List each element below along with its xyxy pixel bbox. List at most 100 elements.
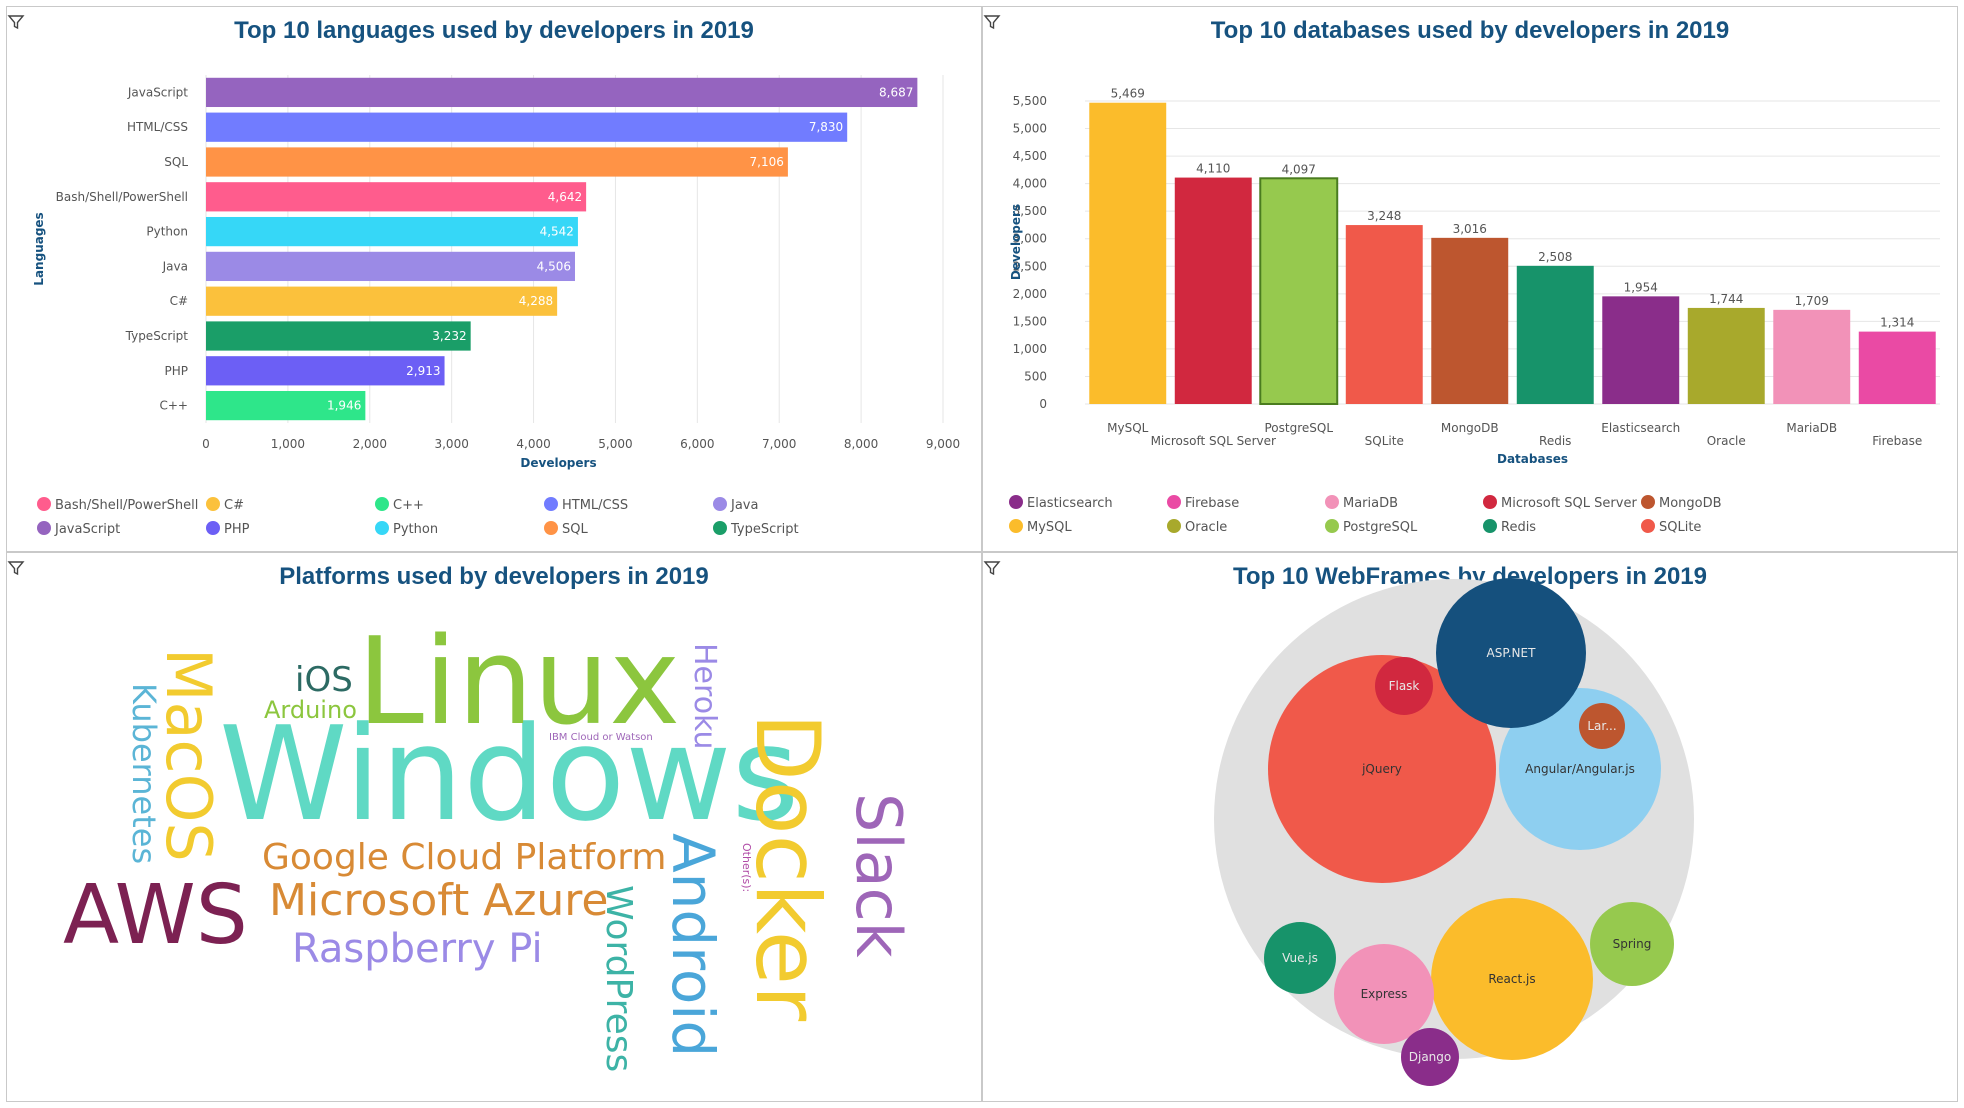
legend-swatch: [375, 521, 389, 535]
legend-item-sql[interactable]: SQL: [544, 521, 588, 537]
y-tick-label: SQL: [164, 155, 188, 169]
bar-value-label: 4,288: [519, 294, 553, 308]
bar-value-label: 2,508: [1538, 250, 1572, 264]
bar-bash-shell-powershell: [206, 182, 587, 212]
legend-item-c[interactable]: C#: [206, 497, 244, 513]
x-tick-label: Microsoft SQL Server: [1151, 434, 1276, 448]
legend-item-postgresql[interactable]: PostgreSQL: [1325, 519, 1417, 535]
x-tick-label: SQLite: [1365, 434, 1404, 448]
bubble-label: Lar...: [1587, 719, 1616, 733]
bar-microsoft-sql-server: [1174, 177, 1252, 404]
legend-item-sqlite[interactable]: SQLite: [1641, 519, 1701, 535]
legend-swatch: [1009, 495, 1023, 509]
legend-swatch: [37, 521, 51, 535]
legend-label: SQL: [562, 522, 588, 537]
legend-item-mariadb[interactable]: MariaDB: [1325, 495, 1398, 511]
bar-html-css: [206, 112, 848, 142]
bar-sqlite: [1345, 225, 1423, 404]
y-tick-label: TypeScript: [125, 329, 189, 343]
bar-value-label: 4,110: [1196, 162, 1230, 176]
legend-label: C#: [224, 498, 244, 513]
legend-swatch: [375, 497, 389, 511]
word-windows: Windows: [219, 698, 799, 850]
legend-label: Elasticsearch: [1027, 496, 1113, 511]
filter-icon[interactable]: [983, 559, 1001, 577]
languages-chart-title: Top 10 languages used by developers in 2…: [234, 17, 754, 44]
word-wordpress: WordPress: [598, 885, 639, 1072]
legend-label: MongoDB: [1659, 496, 1722, 511]
bar-value-label: 1,709: [1795, 294, 1829, 308]
x-tick-label: 9,000: [926, 437, 960, 451]
bar-c: [206, 286, 558, 316]
x-tick-label: 1,000: [271, 437, 305, 451]
y-tick-label: Python: [146, 225, 188, 239]
webframes-bubble-chart: jQuery Angular/Angular.js React.js ASP.NET E…: [1214, 578, 1694, 1086]
bubble-react-js: [1431, 898, 1593, 1060]
legend-item-elasticsearch[interactable]: Elasticsearch: [1009, 495, 1113, 511]
legend-label: HTML/CSS: [562, 498, 629, 513]
bar-value-label: 4,506: [537, 259, 571, 273]
legend-item-mysql[interactable]: MySQL: [1009, 519, 1072, 535]
y-tick-label: PHP: [165, 364, 189, 378]
y-tick-label: 500: [1024, 369, 1047, 383]
word-macos: MacOS: [152, 648, 225, 862]
legend-swatch: [544, 521, 558, 535]
legend-item-javascript[interactable]: JavaScript: [37, 521, 120, 537]
legend-item-microsoft-sql-server[interactable]: Microsoft SQL Server: [1483, 495, 1637, 511]
filter-icon[interactable]: [7, 13, 25, 31]
x-tick-label: 2,000: [353, 437, 387, 451]
bar-value-label: 4,642: [548, 190, 582, 204]
y-tick-label: 2,500: [1013, 259, 1047, 273]
legend-item-typescript[interactable]: TypeScript: [713, 521, 799, 537]
legend-label: C++: [393, 498, 424, 513]
x-tick-label: Oracle: [1707, 434, 1746, 448]
platforms-chart-title: Platforms used by developers in 2019: [279, 563, 709, 590]
bubble-asp-net: [1436, 578, 1586, 728]
legend-item-python[interactable]: Python: [375, 521, 438, 537]
legend-item-c[interactable]: C++: [375, 497, 424, 513]
y-axis-title: Languages: [32, 212, 46, 285]
legend-swatch: [1641, 495, 1655, 509]
bar-mariadb: [1773, 309, 1851, 404]
legend-label: Oracle: [1185, 520, 1228, 535]
bubble-label: Django: [1409, 1050, 1452, 1064]
word-slack: Slack: [842, 793, 915, 958]
y-tick-label: 5,000: [1013, 122, 1047, 136]
x-tick-label: Redis: [1539, 434, 1571, 448]
legend-item-oracle[interactable]: Oracle: [1167, 519, 1227, 535]
x-tick-label: PostgreSQL: [1264, 421, 1333, 435]
legend-label: MySQL: [1027, 520, 1072, 535]
legend-item-redis[interactable]: Redis: [1483, 519, 1536, 535]
filter-icon[interactable]: [7, 559, 25, 577]
x-tick-label: 3,000: [434, 437, 468, 451]
bubble-label: React.js: [1488, 972, 1535, 986]
bar-value-label: 1,946: [327, 399, 361, 413]
x-tick-label: MariaDB: [1786, 421, 1837, 435]
legend-item-php[interactable]: PHP: [206, 521, 249, 537]
x-tick-label: Firebase: [1872, 434, 1922, 448]
filter-icon[interactable]: [983, 13, 1001, 31]
bar-value-label: 4,097: [1282, 162, 1316, 176]
bar-value-label: 1,954: [1624, 280, 1658, 294]
word-docker: Docker: [736, 713, 839, 1022]
word-microsoft-azure: Microsoft Azure: [269, 875, 609, 926]
bubble-django: [1401, 1028, 1459, 1086]
bubble-spring: [1590, 902, 1674, 986]
legend-item-bash-shell-powershell[interactable]: Bash/Shell/PowerShell: [37, 497, 198, 513]
y-tick-label: 1,500: [1013, 314, 1047, 328]
bubble-label: Angular/Angular.js: [1525, 762, 1635, 776]
webframes-chart-panel: Top 10 WebFrames by developers in 2019 j…: [982, 552, 1958, 1102]
databases-bar-chart: 0 500 1,000 1,500 2,000 2,500 3,000 3,500 4,000 4…: [1009, 87, 1940, 466]
legend-item-html-css[interactable]: HTML/CSS: [544, 497, 628, 513]
legend-item-firebase[interactable]: Firebase: [1167, 495, 1239, 511]
bubble-label: Vue.js: [1282, 951, 1318, 965]
legend-swatch: [1325, 495, 1339, 509]
legend-label: Redis: [1501, 520, 1537, 535]
word-kubernetes: Kubernetes: [125, 683, 163, 864]
legend-item-java[interactable]: Java: [713, 497, 758, 513]
legend-item-mongodb[interactable]: MongoDB: [1641, 495, 1722, 511]
bar-php: [206, 356, 445, 386]
bar-python: [206, 216, 578, 247]
word-google-cloud-platform: Google Cloud Platform: [262, 837, 667, 878]
